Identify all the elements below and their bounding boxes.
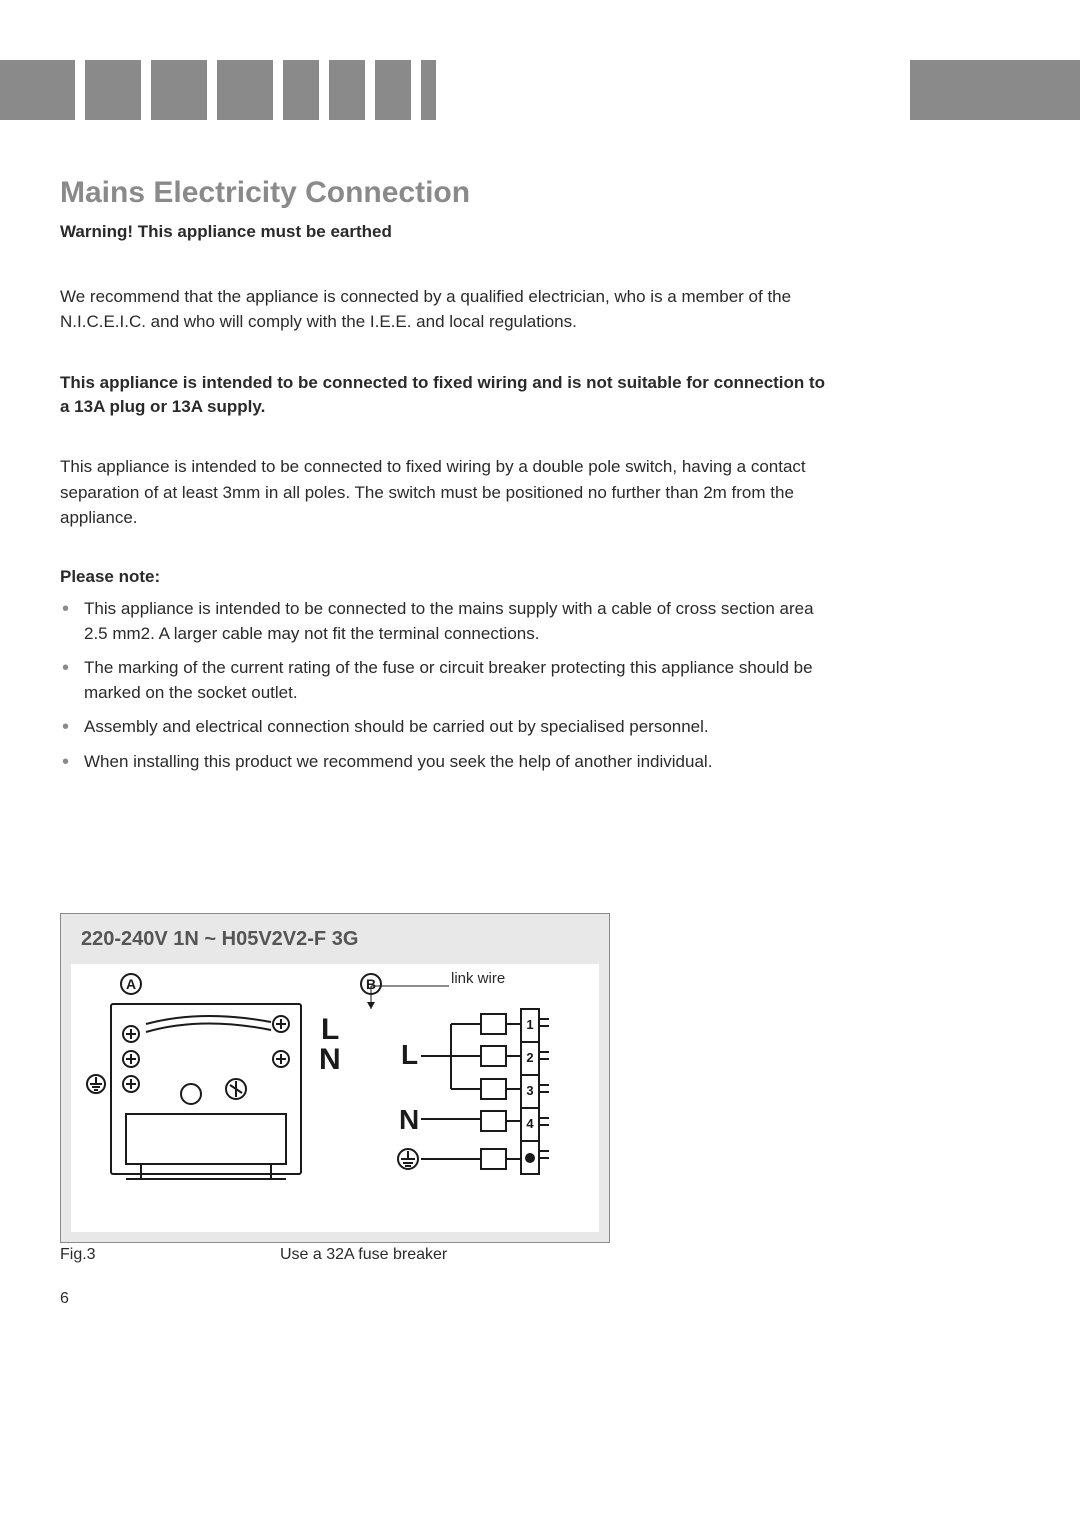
panel-a-label: A — [126, 976, 136, 992]
figure-caption-row: Fig.3 Use a 32A fuse breaker — [60, 1246, 610, 1264]
tab-3 — [151, 60, 207, 120]
paragraph-3: This appliance is intended to be connect… — [60, 454, 830, 531]
link-wire-label: link wire — [451, 970, 505, 987]
tab-6 — [329, 60, 365, 120]
wiring-figure: 220-240V 1N ~ H05V2V2-F 3G link wire A — [60, 913, 610, 1243]
paragraph-2-bold: This appliance is intended to be connect… — [60, 371, 830, 419]
figure-diagram: link wire A — [71, 964, 599, 1232]
label-n-a: N — [319, 1043, 341, 1076]
notes-list: This appliance is intended to be connect… — [60, 597, 830, 775]
tab-2 — [85, 60, 141, 120]
top-tabs — [0, 60, 436, 120]
tab-7 — [375, 60, 411, 120]
list-item: This appliance is intended to be connect… — [84, 597, 830, 646]
figure-number: Fig.3 — [60, 1246, 280, 1264]
list-item: Assembly and electrical connection shoul… — [84, 715, 830, 740]
page-title: Mains Electricity Connection — [60, 176, 830, 210]
label-l-b: L — [401, 1039, 418, 1070]
figure-title: 220-240V 1N ~ H05V2V2-F 3G — [61, 914, 609, 959]
svg-text:3: 3 — [526, 1083, 533, 1098]
label-l-a: L — [321, 1013, 339, 1046]
svg-text:2: 2 — [526, 1050, 533, 1065]
please-note-label: Please note: — [60, 567, 830, 587]
list-item: When installing this product we recommen… — [84, 750, 830, 775]
svg-text:1: 1 — [526, 1017, 533, 1032]
content-area: Mains Electricity Connection Warning! Th… — [60, 176, 830, 785]
list-item: The marking of the current rating of the… — [84, 656, 830, 705]
side-tab — [910, 60, 1080, 120]
paragraph-1: We recommend that the appliance is conne… — [60, 284, 830, 335]
tab-1 — [0, 60, 75, 120]
tab-4 — [217, 60, 273, 120]
tab-8 — [421, 60, 436, 120]
figure-caption: Use a 32A fuse breaker — [280, 1246, 447, 1264]
tab-5 — [283, 60, 319, 120]
label-n-b: N — [399, 1104, 419, 1135]
warning-text: Warning! This appliance must be earthed — [60, 220, 830, 244]
page-number: 6 — [60, 1290, 69, 1308]
svg-text:4: 4 — [526, 1116, 534, 1131]
